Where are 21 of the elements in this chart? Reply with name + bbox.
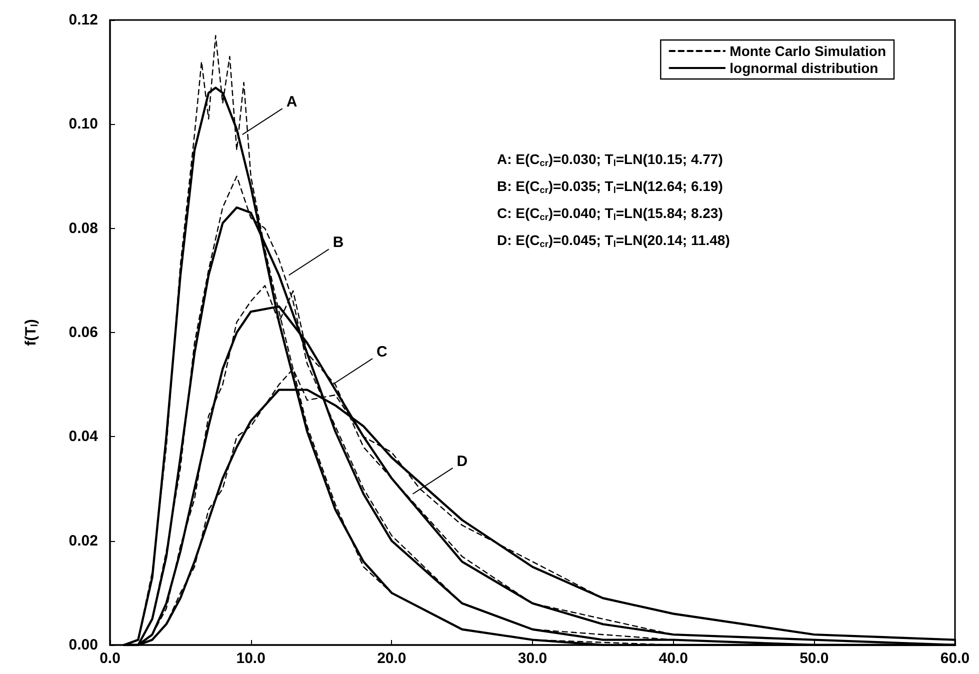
x-tick-label: 50.0 bbox=[800, 650, 829, 667]
x-tick-label: 40.0 bbox=[658, 650, 688, 667]
annotation: B bbox=[332, 234, 344, 252]
y-tick-label: 0.10 bbox=[68, 116, 98, 133]
x-tick-label: 60.0 bbox=[940, 650, 970, 667]
y-tick-label: 0.00 bbox=[68, 636, 98, 654]
x-tick-label: 30.0 bbox=[518, 650, 548, 667]
annotation: D bbox=[456, 452, 468, 470]
x-tick-label: 10.0 bbox=[236, 650, 266, 667]
legend-label: Monte Carlo Simulation bbox=[730, 43, 886, 59]
y-tick-label: 0.08 bbox=[68, 220, 98, 237]
y-axis-title: f(Tl) bbox=[22, 319, 40, 346]
y-tick-label: 0.02 bbox=[68, 532, 98, 550]
x-tick-label: 0.0 bbox=[100, 650, 120, 667]
y-tick-label: 0.06 bbox=[68, 324, 98, 341]
annotation: C bbox=[376, 344, 388, 361]
y-tick-label: 0.12 bbox=[68, 12, 98, 28]
x-tick-label: 20.0 bbox=[377, 650, 406, 667]
legend-label: lognormal distribution bbox=[730, 60, 878, 76]
annotation: A bbox=[286, 94, 298, 111]
y-tick-label: 0.04 bbox=[68, 428, 99, 446]
